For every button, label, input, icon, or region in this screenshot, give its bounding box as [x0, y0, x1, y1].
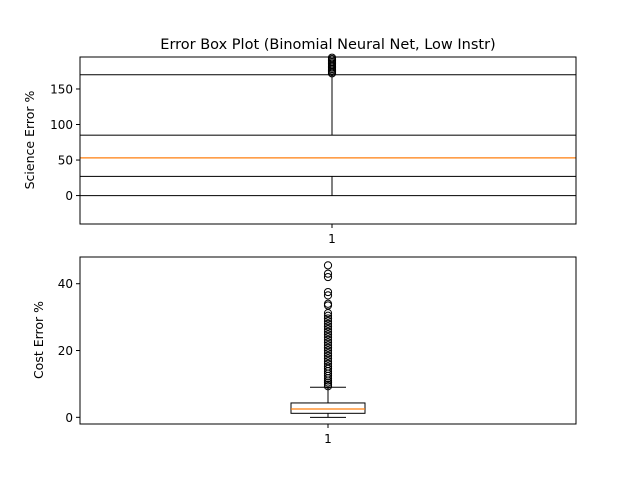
y-tick-label: 20	[58, 344, 73, 358]
outlier-point	[323, 330, 333, 339]
chart-title: Error Box Plot (Binomial Neural Net, Low…	[160, 37, 495, 53]
y-tick-label: 150	[50, 82, 73, 96]
outlier-point	[327, 53, 337, 62]
y-tick-label: 100	[50, 118, 73, 132]
outlier-point	[323, 317, 333, 326]
outlier-point	[323, 359, 333, 368]
y-tick-label: 0	[65, 189, 73, 203]
outlier-point	[323, 349, 333, 358]
y-ticks: 0 20 40	[58, 277, 80, 425]
box-plot	[79, 53, 577, 197]
outlier-point	[323, 287, 333, 297]
outlier-point	[323, 272, 333, 282]
outlier-point	[323, 343, 333, 352]
x-tick-label: 1	[324, 432, 332, 446]
science-error-chart: Error Box Plot (Binomial Neural Net, Low…	[22, 37, 577, 246]
iqr-box	[79, 134, 577, 177]
outlier-point	[323, 346, 333, 355]
iqr-box	[290, 402, 366, 414]
outlier-point	[323, 351, 333, 360]
outlier-point	[323, 291, 333, 300]
outlier-point	[323, 301, 333, 310]
outlier-point	[323, 327, 333, 336]
y-tick-label: 0	[65, 411, 73, 425]
plot-frame	[79, 256, 577, 425]
outlier-point	[323, 357, 333, 366]
outlier-point	[323, 269, 333, 278]
outlier-point	[323, 261, 333, 270]
outlier-point	[323, 319, 333, 328]
x-ticks: 1	[328, 224, 336, 246]
box-plot	[290, 261, 366, 418]
outlier-point	[323, 333, 333, 342]
outlier-point	[323, 354, 333, 363]
outlier-point	[323, 338, 333, 347]
outlier-point	[323, 380, 333, 389]
outlier-point	[323, 378, 333, 387]
outlier-point	[323, 314, 333, 323]
y-tick-label: 50	[58, 154, 73, 168]
plot-frame	[79, 56, 577, 225]
x-tick-label: 1	[328, 232, 336, 246]
y-ticks: 0 50 100 150	[50, 82, 80, 203]
outlier-point	[323, 299, 333, 308]
outlier-point	[323, 362, 333, 371]
x-ticks: 1	[324, 424, 332, 446]
y-axis-label: Science Error %	[22, 91, 37, 190]
outlier-point	[323, 322, 333, 331]
y-axis-label: Cost Error %	[31, 301, 46, 379]
cost-error-chart: Cost Error % 0 20 40 1	[31, 256, 577, 446]
outlier-point	[323, 325, 333, 334]
outlier-point	[323, 311, 333, 320]
outlier-point	[323, 341, 333, 350]
y-tick-label: 40	[58, 277, 73, 291]
outlier-point	[323, 335, 333, 344]
